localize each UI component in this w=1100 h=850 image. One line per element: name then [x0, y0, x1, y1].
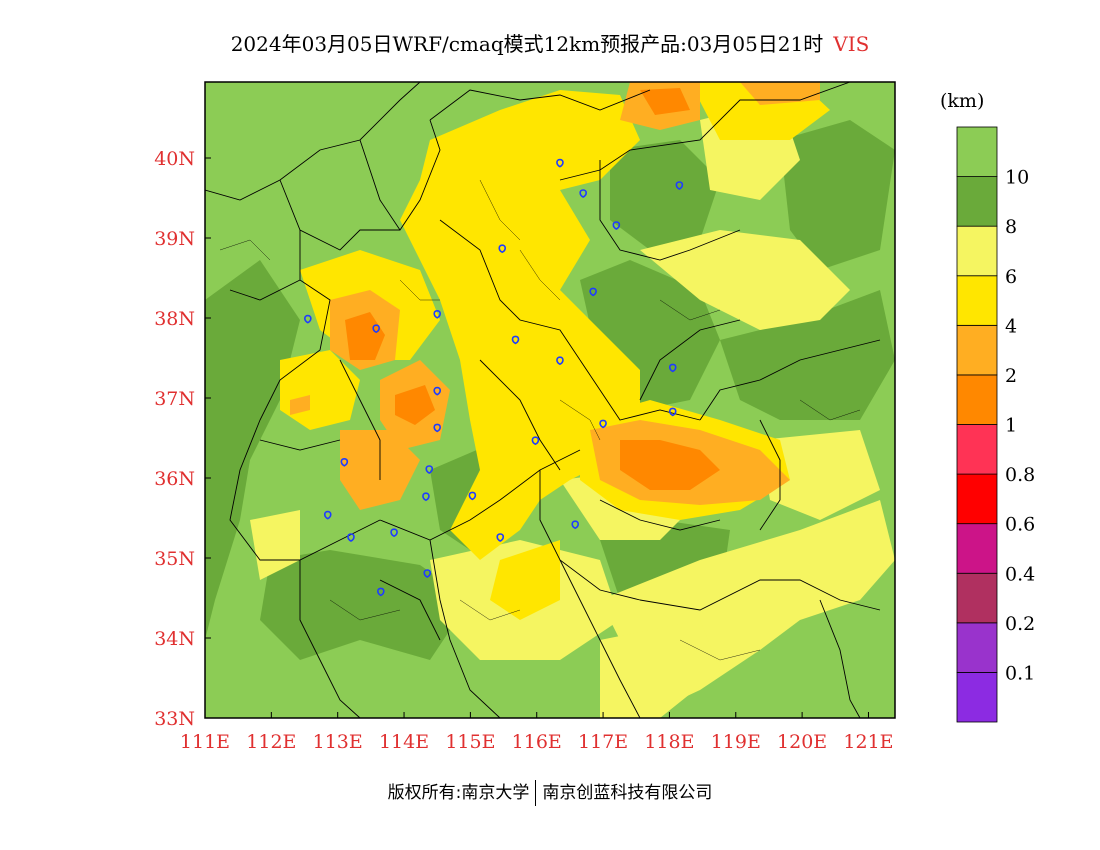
city-marker — [668, 407, 677, 417]
x-tick-label: 113E — [313, 731, 363, 753]
x-tick-label: 111E — [180, 731, 230, 753]
city-marker — [340, 457, 349, 467]
city-marker — [377, 587, 385, 597]
city-marker — [433, 309, 442, 319]
city-marker — [347, 533, 355, 542]
colorbar-swatch — [956, 275, 998, 326]
city-marker — [612, 221, 621, 230]
copyright: 版权所有:南京大学 南京创蓝科技有限公司 — [0, 778, 1100, 806]
colorbar-label: 6 — [1005, 266, 1017, 288]
y-tick-label: 37N — [154, 388, 195, 410]
city-marker — [422, 492, 430, 502]
x-tick-label: 120E — [777, 731, 827, 753]
city-marker — [599, 419, 607, 429]
y-tick-label: 33N — [154, 708, 195, 730]
city-marker — [556, 158, 564, 168]
copyright-right: 南京创蓝科技有限公司 — [542, 783, 713, 803]
colorbar-swatch — [956, 473, 998, 525]
colorbar-swatch — [956, 672, 998, 723]
colorbar-label: 0.4 — [1005, 563, 1035, 585]
colorbar-label: 0.2 — [1005, 613, 1035, 635]
y-tick-label: 34N — [154, 628, 195, 650]
x-tick-label: 121E — [843, 731, 893, 753]
colorbar-swatch — [956, 176, 998, 227]
city-marker — [511, 335, 520, 345]
title-main: 2024年03月05日WRF/cmaq模式12km预报产品:03月05日21时 — [230, 32, 824, 56]
y-tick-label: 39N — [154, 228, 195, 250]
y-axis: 33N 34N 35N 36N 37N 38N 39N 40N — [154, 148, 211, 730]
colorbar: 0.1 0.2 0.4 0.6 0.8 1 2 4 6 8 10 — [956, 126, 1035, 723]
y-tick-label: 35N — [154, 548, 195, 570]
x-tick-label: 118E — [644, 731, 694, 753]
y-tick-label: 40N — [154, 148, 195, 170]
city-marker — [390, 528, 398, 538]
colorbar-swatch — [956, 424, 998, 475]
copyright-separator — [535, 780, 537, 806]
visibility-field — [205, 82, 895, 718]
x-tick-label: 112E — [246, 731, 296, 753]
map-frame — [204, 81, 896, 719]
colorbar-label: 10 — [1005, 167, 1029, 189]
city-marker — [498, 244, 507, 254]
colorbar-swatch — [956, 622, 998, 673]
y-tick-label: 38N — [154, 308, 195, 330]
city-marker — [372, 324, 380, 334]
city-marker — [433, 423, 442, 433]
x-tick-label: 115E — [445, 731, 495, 753]
x-tick-label: 117E — [578, 731, 628, 753]
y-tick-label: 36N — [154, 468, 195, 490]
city-marker — [579, 189, 587, 198]
colorbar-swatch — [956, 324, 998, 376]
colorbar-swatch — [956, 523, 998, 574]
colorbar-label: 2 — [1005, 365, 1017, 387]
colorbar-swatch — [956, 225, 998, 277]
city-marker — [571, 520, 580, 530]
title-variable: VIS — [833, 32, 870, 56]
city-marker — [468, 491, 477, 501]
colorbar-label: 0.6 — [1005, 514, 1035, 536]
city-marker — [668, 363, 677, 373]
colorbar-label: 0.8 — [1005, 464, 1035, 486]
city-marker — [304, 314, 312, 324]
city-marker — [589, 287, 597, 297]
colorbar-label: 1 — [1005, 415, 1017, 437]
x-tick-label: 114E — [379, 731, 429, 753]
city-marker — [425, 465, 434, 474]
city-marker — [323, 510, 332, 520]
city-marker — [556, 356, 564, 366]
city-markers — [304, 158, 684, 597]
city-marker — [531, 436, 540, 446]
colorbar-swatch — [956, 572, 998, 624]
x-axis: 111E 112E 113E 114E 115E 116E 117E 118E 119E 120E… — [180, 712, 894, 753]
map-title: 2024年03月05日WRF/cmaq模式12km预报产品:03月05日21时 V… — [0, 28, 1100, 57]
city-marker — [423, 569, 432, 578]
city-marker — [496, 533, 505, 542]
colorbar-label: 0.1 — [1005, 662, 1035, 684]
colorbar-label: 4 — [1005, 315, 1017, 337]
city-marker — [433, 386, 442, 396]
colorbar-label: 8 — [1005, 216, 1017, 238]
x-tick-label: 119E — [711, 731, 761, 753]
x-tick-label: 116E — [512, 731, 562, 753]
copyright-left: 版权所有:南京大学 — [387, 783, 530, 803]
colorbar-swatch — [956, 126, 998, 177]
colorbar-swatch — [956, 374, 998, 425]
legend-unit: (km) — [940, 90, 985, 112]
city-marker — [675, 181, 684, 190]
